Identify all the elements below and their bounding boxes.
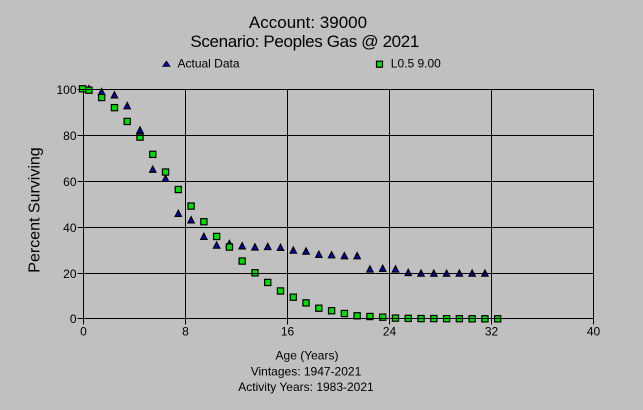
- svg-text:Actual Data: Actual Data: [178, 57, 240, 71]
- svg-text:L0.5 9.00: L0.5 9.00: [391, 57, 441, 71]
- svg-text:16: 16: [281, 325, 295, 339]
- svg-text:Age (Years): Age (Years): [276, 348, 339, 362]
- svg-text:0: 0: [70, 312, 77, 326]
- svg-text:32: 32: [485, 325, 499, 339]
- svg-text:0: 0: [80, 325, 87, 339]
- svg-text:Vintages: 1947-2021: Vintages: 1947-2021: [251, 364, 362, 378]
- svg-text:Scenario: Peoples Gas @ 2021: Scenario: Peoples Gas @ 2021: [190, 32, 419, 51]
- svg-text:Account: 39000: Account: 39000: [249, 13, 367, 32]
- svg-text:40: 40: [63, 221, 77, 235]
- svg-text:Activity Years: 1983-2021: Activity Years: 1983-2021: [238, 380, 374, 394]
- svg-text:24: 24: [383, 325, 397, 339]
- svg-text:100: 100: [56, 83, 76, 97]
- svg-text:20: 20: [63, 267, 77, 281]
- svg-text:Percent Surviving: Percent Surviving: [27, 147, 44, 272]
- svg-text:80: 80: [63, 129, 77, 143]
- svg-text:8: 8: [182, 325, 189, 339]
- svg-text:40: 40: [587, 325, 601, 339]
- svg-text:60: 60: [63, 175, 77, 189]
